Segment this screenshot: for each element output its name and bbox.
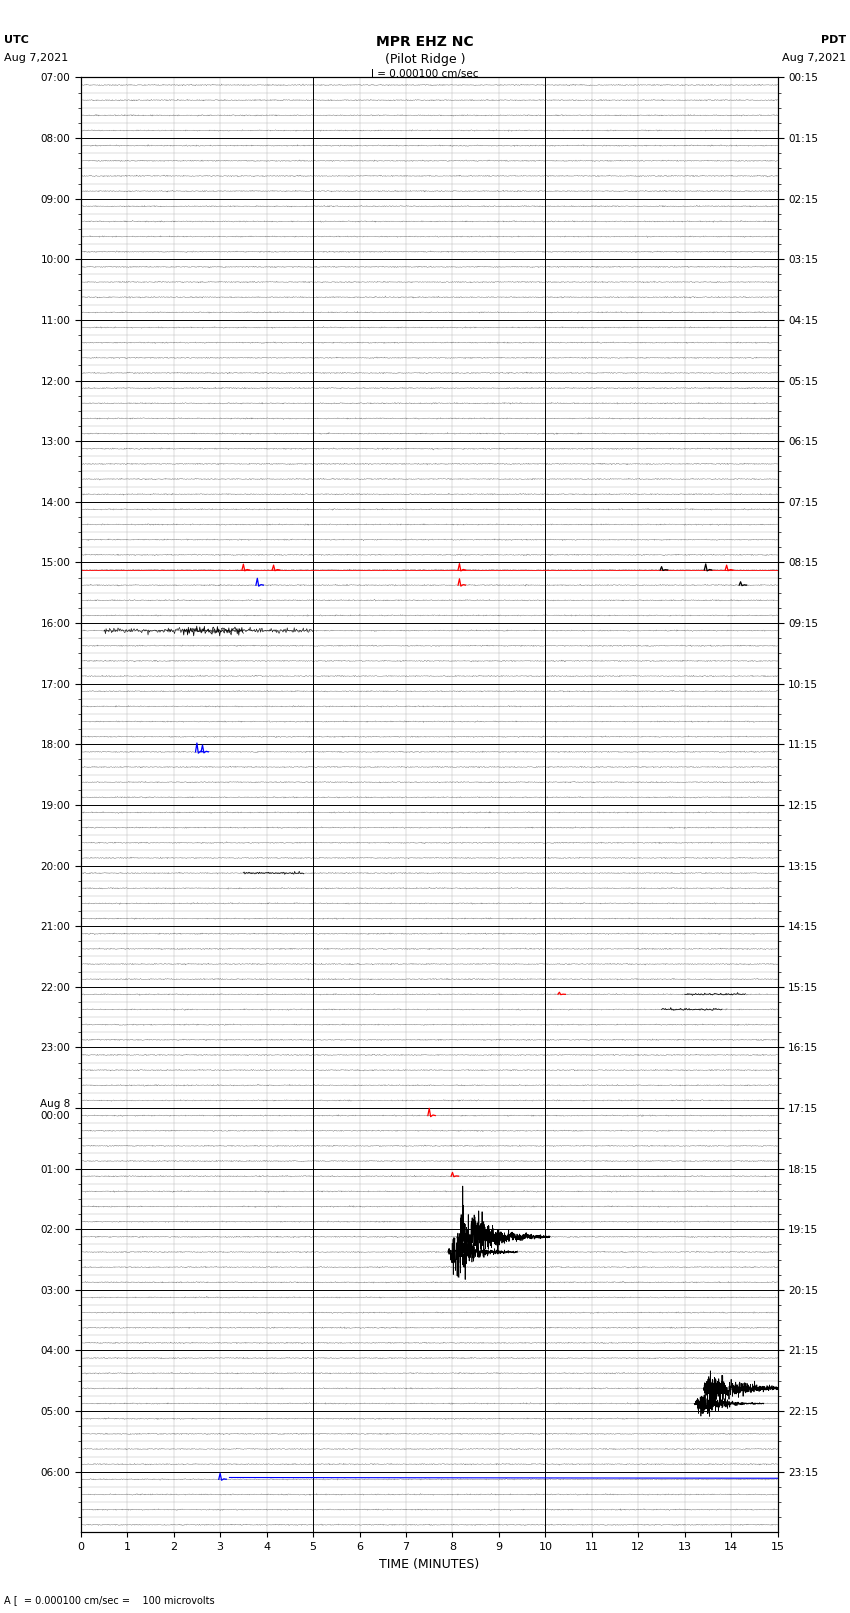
Text: UTC: UTC: [4, 35, 29, 45]
Text: I = 0.000100 cm/sec: I = 0.000100 cm/sec: [371, 69, 479, 79]
Text: Aug 7,2021: Aug 7,2021: [4, 53, 69, 63]
Text: PDT: PDT: [820, 35, 846, 45]
Text: Aug 7,2021: Aug 7,2021: [781, 53, 846, 63]
X-axis label: TIME (MINUTES): TIME (MINUTES): [379, 1558, 479, 1571]
Text: (Pilot Ridge ): (Pilot Ridge ): [385, 53, 465, 66]
Text: MPR EHZ NC: MPR EHZ NC: [377, 35, 473, 50]
Text: A [  = 0.000100 cm/sec =    100 microvolts: A [ = 0.000100 cm/sec = 100 microvolts: [4, 1595, 215, 1605]
